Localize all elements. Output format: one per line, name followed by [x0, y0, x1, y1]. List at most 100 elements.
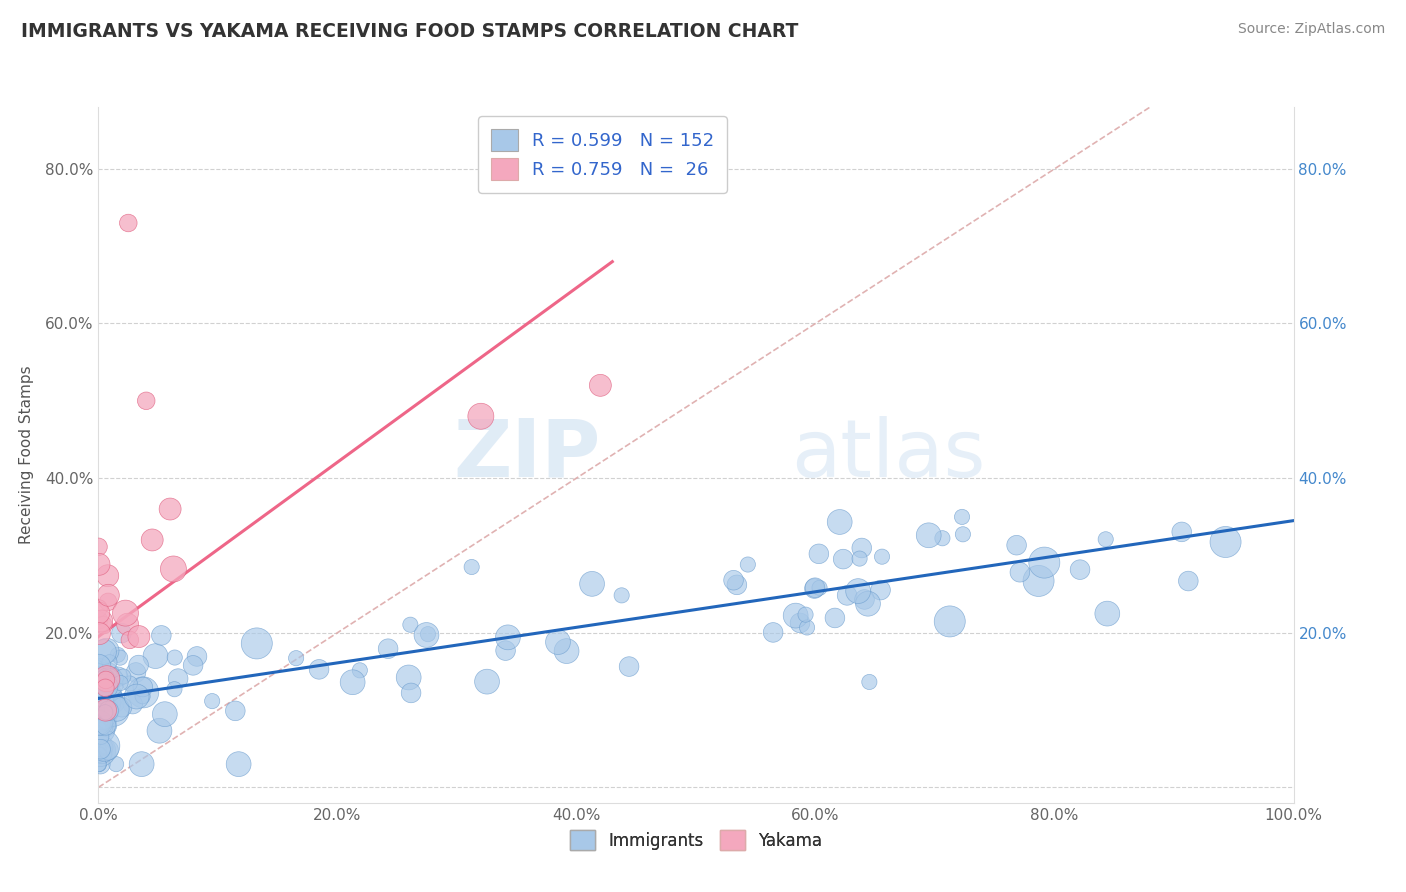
Point	[132, 685, 155, 699]
Point	[97, 595, 120, 609]
Point	[117, 617, 139, 632]
Point	[952, 527, 974, 541]
Point	[87, 601, 110, 615]
Point	[848, 551, 870, 566]
Point	[918, 528, 941, 542]
Point	[201, 694, 224, 708]
Point	[167, 672, 190, 686]
Point	[110, 626, 132, 640]
Point	[789, 615, 811, 630]
Point	[163, 682, 186, 697]
Point	[94, 712, 117, 726]
Point	[1097, 607, 1119, 621]
Point	[135, 393, 157, 408]
Point	[101, 687, 124, 701]
Point	[470, 409, 492, 424]
Point	[96, 670, 118, 684]
Point	[97, 700, 120, 714]
Point	[90, 747, 112, 761]
Point	[90, 730, 112, 744]
Point	[617, 659, 640, 673]
Point	[87, 664, 110, 678]
Point	[94, 740, 117, 755]
Point	[148, 723, 170, 738]
Text: IMMIGRANTS VS YAKAMA RECEIVING FOOD STAMPS CORRELATION CHART: IMMIGRANTS VS YAKAMA RECEIVING FOOD STAM…	[21, 22, 799, 41]
Point	[858, 675, 880, 690]
Point	[87, 667, 110, 681]
Point	[87, 742, 110, 756]
Point	[246, 636, 269, 650]
Point	[87, 659, 110, 673]
Point	[96, 672, 118, 686]
Point	[851, 541, 873, 555]
Point	[94, 706, 117, 720]
Point	[107, 670, 129, 684]
Point	[87, 757, 110, 772]
Point	[90, 742, 112, 756]
Point	[150, 628, 173, 642]
Point	[89, 659, 111, 673]
Point	[159, 502, 181, 516]
Point	[89, 757, 111, 772]
Point	[87, 606, 110, 620]
Point	[112, 669, 135, 683]
Point	[853, 592, 876, 607]
Point	[90, 614, 112, 628]
Point	[94, 681, 117, 695]
Point	[950, 509, 973, 524]
Point	[804, 581, 827, 595]
Point	[141, 533, 163, 547]
Point	[89, 626, 111, 640]
Point	[111, 700, 134, 714]
Point	[100, 706, 122, 721]
Point	[93, 718, 115, 732]
Text: ZIP: ZIP	[453, 416, 600, 494]
Point	[228, 757, 250, 772]
Point	[308, 662, 330, 676]
Point	[87, 677, 110, 691]
Point	[89, 716, 111, 731]
Point	[103, 704, 125, 718]
Point	[94, 703, 117, 717]
Point	[87, 692, 110, 706]
Point	[398, 670, 420, 684]
Point	[98, 655, 121, 669]
Point	[117, 216, 139, 230]
Point	[1028, 574, 1050, 588]
Point	[89, 747, 111, 762]
Point	[128, 658, 150, 673]
Point	[105, 757, 128, 772]
Point	[808, 581, 831, 595]
Point	[87, 694, 110, 708]
Point	[87, 720, 110, 734]
Point	[108, 650, 131, 665]
Point	[89, 704, 111, 718]
Point	[101, 690, 124, 705]
Point	[399, 617, 422, 632]
Point	[93, 618, 115, 632]
Point	[107, 648, 129, 662]
Point	[97, 668, 120, 682]
Point	[97, 673, 120, 688]
Point	[93, 739, 115, 753]
Point	[377, 641, 399, 656]
Point	[285, 651, 308, 665]
Point	[94, 721, 117, 735]
Point	[1033, 556, 1056, 570]
Point	[93, 695, 115, 709]
Point	[153, 707, 176, 722]
Point	[90, 656, 112, 670]
Point	[846, 584, 869, 599]
Point	[128, 630, 150, 644]
Point	[90, 714, 112, 729]
Point	[145, 649, 167, 664]
Point	[105, 702, 128, 716]
Point	[835, 588, 858, 602]
Point	[94, 746, 117, 760]
Point	[87, 715, 110, 730]
Point	[131, 690, 153, 704]
Text: Source: ZipAtlas.com: Source: ZipAtlas.com	[1237, 22, 1385, 37]
Point	[589, 378, 612, 392]
Point	[93, 645, 115, 659]
Point	[163, 650, 186, 665]
